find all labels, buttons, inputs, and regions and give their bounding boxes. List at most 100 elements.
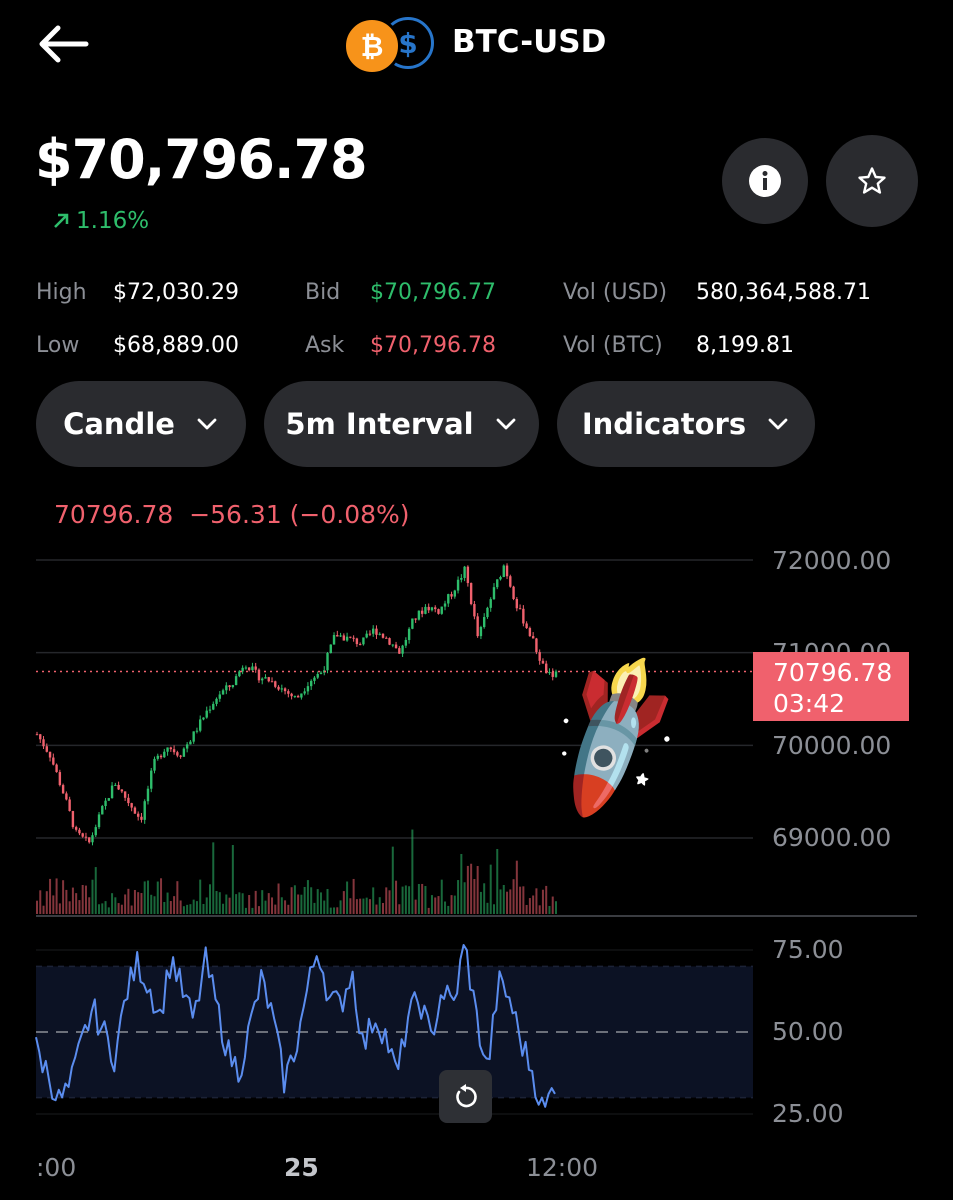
candle-body xyxy=(466,566,470,584)
candle-body xyxy=(107,798,111,801)
chevron-down-icon xyxy=(197,418,217,430)
volume-bar xyxy=(228,897,231,914)
volume-bar xyxy=(470,863,473,914)
candle-body xyxy=(522,608,525,624)
candle-body xyxy=(401,645,404,654)
candle-body xyxy=(91,835,94,843)
volume-bar xyxy=(290,887,293,914)
candle-body xyxy=(486,607,489,618)
candle-body xyxy=(81,833,84,837)
candle-body xyxy=(58,772,62,786)
volume-bar xyxy=(49,878,52,914)
candle-body xyxy=(225,685,228,691)
volume-bar xyxy=(222,903,225,914)
candle-body xyxy=(313,677,316,681)
candle-body xyxy=(482,617,486,628)
quote-symbol: $ xyxy=(398,26,418,60)
volume-bar xyxy=(127,888,130,914)
candle-body xyxy=(391,644,394,646)
reset-zoom-button[interactable] xyxy=(439,1070,492,1123)
volume-bar xyxy=(522,886,525,914)
volume-bar xyxy=(476,866,479,914)
volume-bar xyxy=(306,880,309,914)
candle-body xyxy=(55,764,58,773)
volume-bar xyxy=(427,907,430,914)
chevron-down-icon xyxy=(496,418,515,430)
volume-bar xyxy=(150,894,153,914)
candle-body xyxy=(538,652,541,661)
volume-bar xyxy=(316,889,319,914)
volume-bar xyxy=(453,895,456,914)
candle-body xyxy=(244,667,248,669)
back-button[interactable] xyxy=(36,24,90,64)
candle-body xyxy=(52,757,55,765)
interval-dropdown[interactable]: 5m Interval xyxy=(264,381,539,467)
indicators-label: Indicators xyxy=(581,407,747,441)
volume-bar xyxy=(421,883,424,914)
candle-body xyxy=(378,633,381,635)
candle-body xyxy=(385,637,388,639)
candle-body xyxy=(110,785,114,799)
favorite-button[interactable] xyxy=(826,135,918,227)
volume-bar xyxy=(496,848,499,914)
candle-body xyxy=(316,673,319,678)
volume-bar xyxy=(248,895,251,914)
y-tick-label: 69000.00 xyxy=(772,823,892,852)
candle-body xyxy=(185,744,189,749)
info-button[interactable] xyxy=(722,138,808,224)
candle-body xyxy=(195,730,199,732)
volume-bar xyxy=(323,900,326,914)
candle-body xyxy=(447,594,450,604)
candle-body xyxy=(140,816,143,820)
candle-body xyxy=(202,717,205,720)
candle-body xyxy=(355,638,359,645)
volume-bar xyxy=(336,907,339,914)
volume-bar xyxy=(75,893,78,914)
rsi-tick-label: 75.00 xyxy=(772,935,844,964)
candle-body xyxy=(375,628,378,635)
volume-bar xyxy=(548,905,551,914)
candle-body xyxy=(234,676,238,686)
y-tick-label: 70000.00 xyxy=(772,731,892,760)
volume-bar xyxy=(205,897,208,914)
candle-body xyxy=(45,746,48,752)
last-price-tag: 70796.78 03:42 xyxy=(753,652,909,721)
candle-body xyxy=(479,627,483,637)
volume-bar xyxy=(267,893,270,914)
chart-type-dropdown[interactable]: Candle xyxy=(36,381,246,467)
candle-body xyxy=(453,590,457,597)
volume-bar xyxy=(153,896,156,914)
volume-bar xyxy=(502,884,505,914)
rsi-line xyxy=(35,944,556,1108)
arrow-left-icon xyxy=(39,25,89,63)
candle-body xyxy=(430,607,434,611)
volume-bar xyxy=(434,897,437,914)
candle-body xyxy=(39,734,42,740)
volume-bar xyxy=(277,883,280,914)
high-value: $72,030.29 xyxy=(113,280,239,305)
x-tick-label: 25 xyxy=(284,1153,319,1182)
info-icon xyxy=(749,165,781,197)
volume-bar xyxy=(166,892,169,914)
candle-body xyxy=(221,690,225,695)
candle-body xyxy=(159,755,163,758)
candle-body xyxy=(189,741,192,745)
candle-body xyxy=(469,583,473,605)
volume-bar xyxy=(156,881,159,914)
chart-type-label: Candle xyxy=(63,407,175,441)
candle-body xyxy=(515,599,519,609)
candle-body xyxy=(528,628,532,637)
volume-bar xyxy=(486,902,489,914)
volume-bar xyxy=(65,889,68,914)
y-tick-label: 71000.00 xyxy=(772,637,891,656)
candle-body xyxy=(179,755,182,757)
candle-body xyxy=(136,813,140,817)
volume-bar xyxy=(293,885,296,914)
candle-body xyxy=(424,606,427,614)
indicators-dropdown[interactable]: Indicators xyxy=(557,381,815,467)
volume-bar xyxy=(212,842,215,914)
price-change: 1.16% xyxy=(52,205,149,237)
volume-bar xyxy=(528,898,531,914)
volume-bar xyxy=(88,897,91,914)
